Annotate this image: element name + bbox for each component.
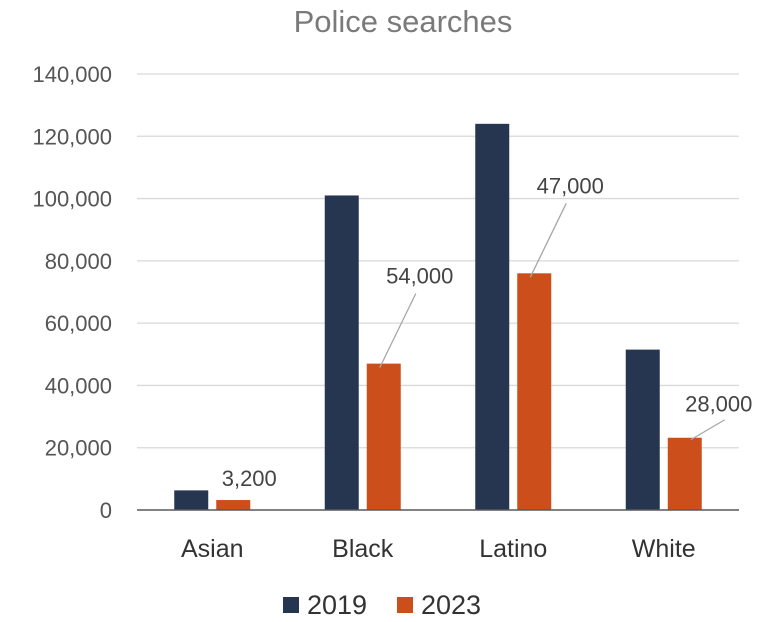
y-tick-label: 120,000 <box>32 124 112 149</box>
legend-label-2023: 2023 <box>421 590 481 620</box>
bar-black-2019 <box>324 195 359 510</box>
x-axis-ticks: Asian Black Latino White <box>181 535 696 563</box>
bar-asian-2019 <box>174 490 209 510</box>
bars <box>174 123 702 510</box>
legend: 2019 2023 <box>283 590 481 620</box>
y-tick-label: 20,000 <box>45 436 112 461</box>
legend-swatch-2019 <box>283 597 299 613</box>
data-label-black: 54,000 <box>386 264 453 289</box>
x-tick-label: Asian <box>181 535 244 563</box>
data-label-white: 28,000 <box>685 392 752 417</box>
y-tick-label: 100,000 <box>32 187 112 212</box>
data-label-asian: 3,200 <box>222 466 277 491</box>
gridlines <box>137 73 739 449</box>
leader-line <box>690 419 726 441</box>
y-tick-label: 80,000 <box>45 249 112 274</box>
data-labels: 3,200 54,000 47,000 28,000 <box>222 173 753 491</box>
leader-line <box>379 293 417 368</box>
y-axis-ticks: 0 20,000 40,000 60,000 80,000 100,000 120,000 1… <box>32 62 112 523</box>
legend-label-2019: 2019 <box>307 590 367 620</box>
y-tick-label: 60,000 <box>45 311 112 336</box>
bar-latino-2019 <box>475 123 510 510</box>
y-tick-label: 40,000 <box>45 373 112 398</box>
bar-latino-2023 <box>517 273 552 510</box>
y-tick-label: 0 <box>100 498 112 523</box>
data-label-latino: 47,000 <box>537 173 604 198</box>
bar-white-2019 <box>625 349 660 510</box>
chart-title: Police searches <box>294 4 513 39</box>
x-tick-label: White <box>632 535 696 563</box>
legend-swatch-2023 <box>397 597 413 613</box>
leader-line <box>529 203 567 278</box>
y-tick-label: 140,000 <box>32 62 112 87</box>
bar-black-2023 <box>366 363 401 510</box>
x-tick-label: Black <box>332 535 394 563</box>
x-tick-label: Latino <box>479 535 547 563</box>
bar-asian-2023 <box>216 500 251 510</box>
bar-white-2023 <box>667 437 702 510</box>
